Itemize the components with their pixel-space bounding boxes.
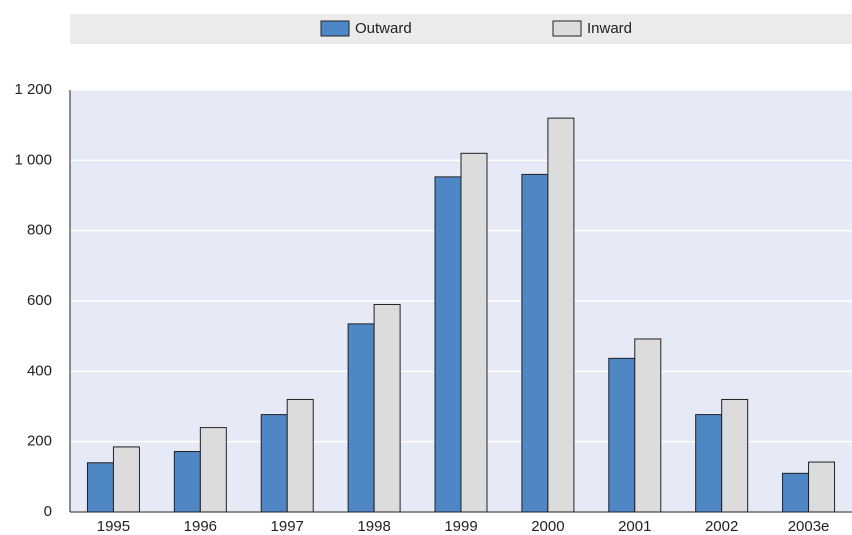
bar	[521, 173, 549, 513]
bar	[260, 414, 288, 513]
x-tick-label: 1997	[271, 518, 304, 535]
legend-label: Outward	[355, 20, 412, 37]
bar	[808, 461, 836, 513]
y-tick-label: 200	[27, 433, 52, 450]
legend-swatch	[320, 20, 350, 37]
bar	[373, 304, 401, 513]
y-tick-label: 1 200	[14, 81, 52, 98]
y-tick-label: 800	[27, 222, 52, 239]
legend-swatch	[552, 20, 582, 37]
bar	[286, 398, 314, 513]
legend-band	[70, 14, 852, 44]
bar	[347, 323, 375, 513]
bar	[86, 462, 114, 513]
x-tick-label: 2002	[705, 518, 738, 535]
bar	[199, 427, 227, 513]
y-tick-label: 1 000	[14, 151, 52, 168]
bar	[460, 152, 488, 513]
x-tick-label: 1996	[184, 518, 217, 535]
bar	[547, 117, 575, 513]
bar	[434, 176, 462, 513]
bar	[721, 398, 749, 513]
bar	[608, 357, 636, 513]
bar	[173, 451, 201, 513]
x-tick-label: 1995	[97, 518, 130, 535]
bar	[112, 446, 140, 513]
x-tick-label: 2001	[618, 518, 651, 535]
x-tick-label: 2003e	[788, 518, 830, 535]
y-tick-label: 0	[44, 503, 52, 520]
y-tick-label: 600	[27, 292, 52, 309]
legend-label: Inward	[587, 20, 632, 37]
bar	[695, 414, 723, 513]
bar	[782, 472, 810, 513]
x-tick-label: 1998	[357, 518, 390, 535]
x-tick-label: 2000	[531, 518, 564, 535]
x-tick-label: 1999	[444, 518, 477, 535]
y-tick-label: 400	[27, 362, 52, 379]
bar	[634, 338, 662, 513]
